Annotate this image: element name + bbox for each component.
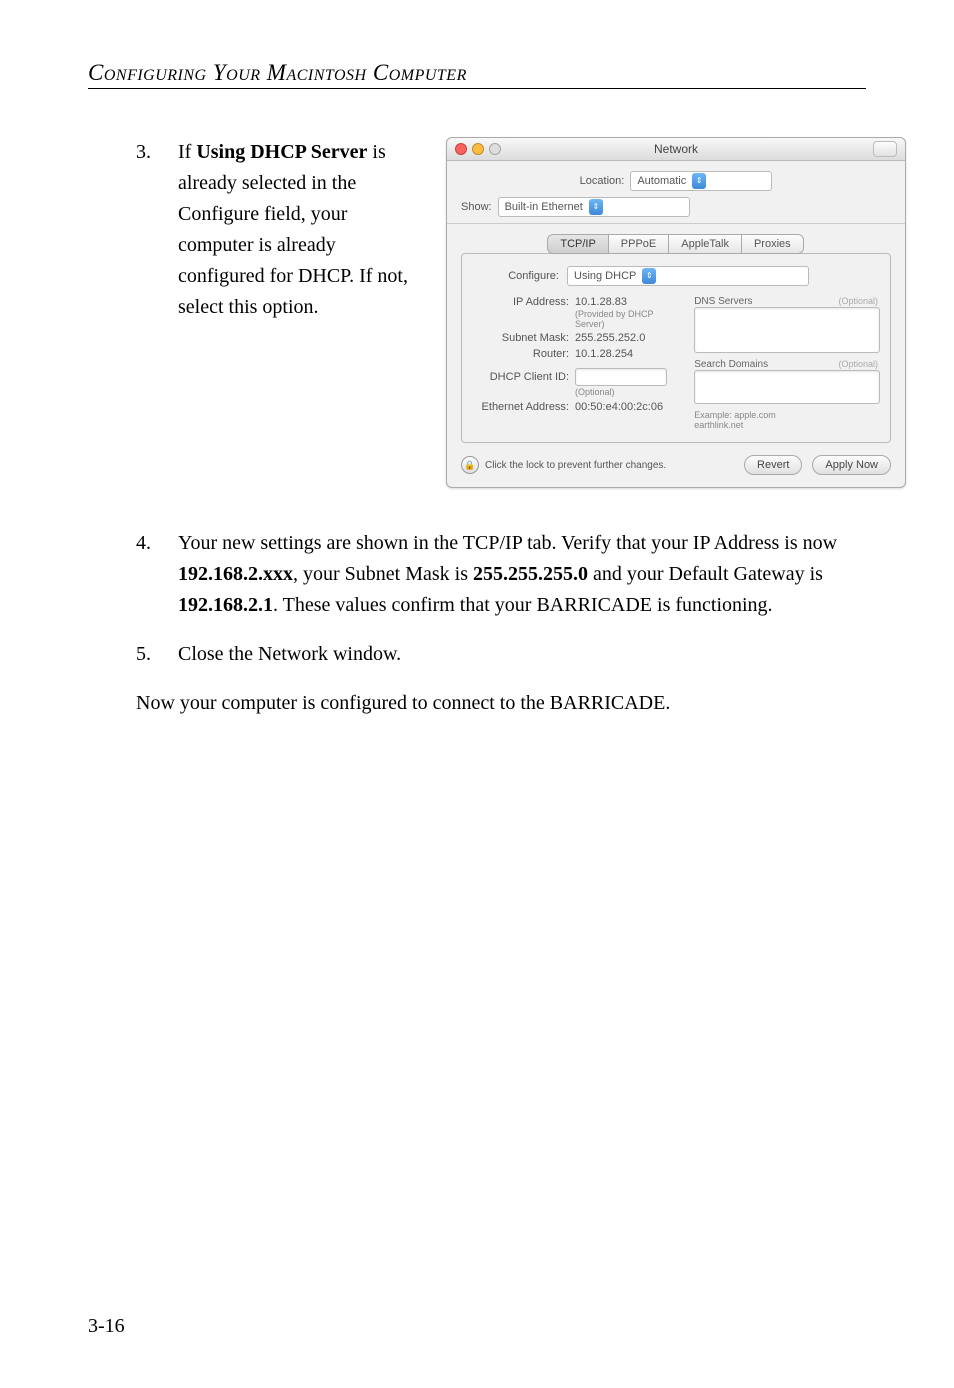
subnet-value: 255.255.252.0 [575, 332, 645, 344]
configure-label: Configure: [474, 270, 559, 282]
dhcp-client-input[interactable] [575, 368, 667, 386]
step4-post: . These values confirm that your BARRICA… [273, 594, 773, 616]
header-rule [88, 88, 866, 89]
lock-text: Click the lock to prevent further change… [485, 460, 734, 471]
revert-button[interactable]: Revert [744, 455, 802, 475]
titlebar: Network [447, 138, 905, 161]
chevron-updown-icon: ⇕ [589, 199, 603, 215]
configure-value: Using DHCP [574, 270, 636, 282]
example-label: Example: [694, 410, 732, 420]
step-5-text: Close the Network window. [178, 639, 866, 670]
step4-b2: 255.255.255.0 [473, 563, 588, 585]
step-4-num: 4. [136, 528, 178, 621]
divider [447, 223, 905, 224]
chevron-updown-icon: ⇕ [692, 173, 706, 189]
dns-label: DNS Servers [694, 296, 838, 307]
ip-label: IP Address: [474, 296, 569, 308]
dns-textbox[interactable] [694, 307, 880, 353]
apply-now-button[interactable]: Apply Now [812, 455, 891, 475]
step4-b1: 192.168.2.xxx [178, 563, 293, 585]
configure-select[interactable]: Using DHCP ⇕ [567, 266, 809, 286]
location-label: Location: [580, 175, 625, 187]
step-4: 4. Your new settings are shown in the TC… [136, 528, 866, 621]
show-value: Built-in Ethernet [505, 201, 583, 213]
window-title: Network [447, 142, 905, 156]
search-optional: (Optional) [838, 359, 878, 370]
lock-icon[interactable]: 🔒 [461, 456, 479, 474]
router-label: Router: [474, 348, 569, 360]
page-number: 3-16 [88, 1315, 125, 1338]
tabs: TCP/IP PPPoE AppleTalk Proxies [461, 234, 891, 254]
chevron-updown-icon: ⇕ [642, 268, 656, 284]
ethaddr-label: Ethernet Address: [474, 401, 569, 413]
step3-rest: already selected in the Configure field,… [178, 172, 408, 318]
step-3-num: 3. [136, 137, 178, 323]
step3-bold: Using DHCP Server [196, 141, 367, 163]
step3-suf: is [367, 141, 385, 163]
location-select[interactable]: Automatic ⇕ [630, 171, 772, 191]
step4-mid1: , your Subnet Mask is [293, 563, 473, 585]
ip-subtext: (Provided by DHCP Server) [575, 309, 676, 329]
step4-pre: Your new settings are shown in the TCP/I… [178, 532, 837, 554]
tab-tcpip[interactable]: TCP/IP [547, 234, 608, 254]
search-textbox[interactable] [694, 370, 880, 404]
tcpip-pane: Configure: Using DHCP ⇕ IP Address: 10.1.… [461, 253, 891, 443]
dhcpclient-sub: (Optional) [575, 387, 676, 397]
dns-optional: (Optional) [838, 296, 878, 307]
step4-b3: 192.168.2.1 [178, 594, 273, 616]
conclusion: Now your computer is configured to conne… [136, 688, 866, 719]
step-5-num: 5. [136, 639, 178, 670]
router-value: 10.1.28.254 [575, 348, 633, 360]
step4-mid2: and your Default Gateway is [588, 563, 823, 585]
tab-proxies[interactable]: Proxies [741, 234, 804, 254]
step-3: 3. If Using DHCP Server is already selec… [136, 137, 426, 488]
show-label: Show: [461, 201, 492, 213]
ethaddr-value: 00:50:e4:00:2c:06 [575, 401, 663, 413]
dhcpclient-label: DHCP Client ID: [474, 371, 569, 383]
page-title: Configuring Your Macintosh Computer [88, 60, 866, 86]
step-5: 5. Close the Network window. [136, 639, 866, 670]
search-label: Search Domains [694, 359, 838, 370]
network-window: Network Location: Automatic ⇕ Show: [446, 137, 906, 488]
tab-appletalk[interactable]: AppleTalk [668, 234, 742, 254]
location-value: Automatic [637, 175, 686, 187]
step3-pre: If [178, 141, 196, 163]
subnet-label: Subnet Mask: [474, 332, 569, 344]
tab-pppoe[interactable]: PPPoE [608, 234, 669, 254]
show-select[interactable]: Built-in Ethernet ⇕ [498, 197, 690, 217]
ip-value: 10.1.28.83 [575, 296, 627, 308]
toolbar-toggle-button[interactable] [873, 141, 897, 157]
